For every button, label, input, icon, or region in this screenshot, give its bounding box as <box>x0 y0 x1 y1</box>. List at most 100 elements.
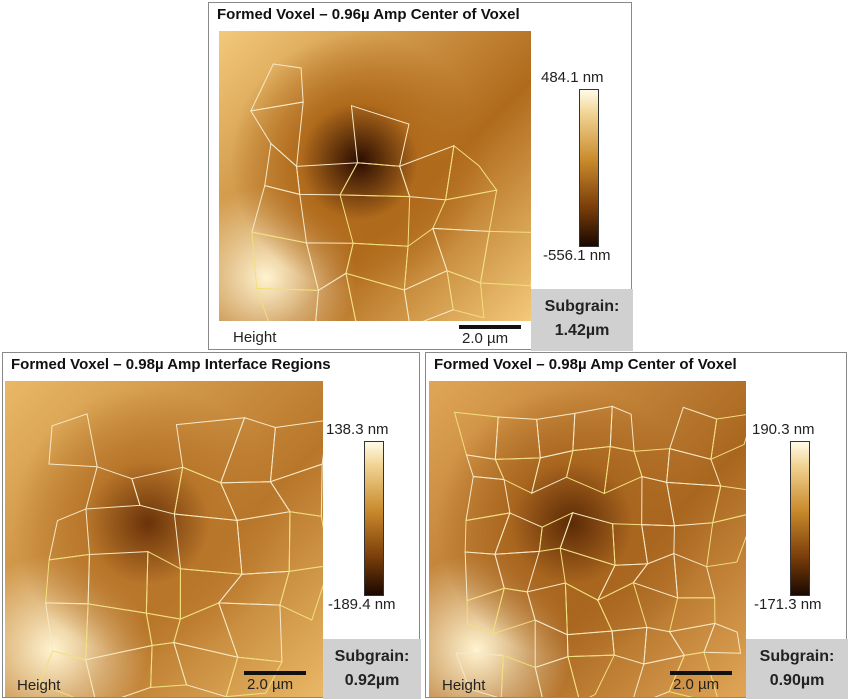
grain-outline <box>86 604 152 660</box>
grain-outline <box>465 513 510 554</box>
scale-bar-label: 2.0 µm <box>462 330 508 347</box>
grain-outline <box>567 447 611 494</box>
grain-outline <box>251 64 303 111</box>
scale-bar <box>459 325 521 329</box>
grain-outline <box>598 564 648 600</box>
grain-outline <box>527 583 567 635</box>
grain-outline <box>433 190 497 231</box>
colorbar <box>364 441 384 596</box>
grain-outline <box>465 552 504 601</box>
grain-outline <box>573 406 612 450</box>
grain-outline <box>257 288 319 321</box>
afm-image <box>429 381 746 697</box>
grain-outline <box>610 406 634 451</box>
subgrain-box: Subgrain:0.92µm <box>323 639 421 699</box>
grain-outline <box>598 583 647 631</box>
grain-outline <box>481 231 531 285</box>
colorbar <box>579 89 599 247</box>
grain-outline <box>49 414 97 467</box>
grain-outline <box>251 102 303 166</box>
grain-outline <box>270 464 322 516</box>
afm-image <box>5 381 323 697</box>
grain-outline <box>289 512 323 572</box>
scale-bar <box>244 671 306 675</box>
grain-outline <box>667 449 721 486</box>
subgrain-text: 1.42µm <box>531 319 633 343</box>
grain-outline <box>351 106 409 167</box>
colorbar-min: -171.3 nm <box>754 596 822 613</box>
grain-outline <box>346 243 408 290</box>
colorbar-max: 190.3 nm <box>752 421 815 438</box>
panel-title: Formed Voxel – 0.98µ Amp Interface Regio… <box>11 356 331 373</box>
grain-outline <box>674 554 715 598</box>
grain-outline <box>454 412 498 459</box>
grain-outline <box>315 273 356 321</box>
grain-outline <box>612 627 647 664</box>
grain-outline <box>221 482 290 521</box>
grain-outline <box>88 552 148 614</box>
grain-outline <box>670 623 715 655</box>
scale-bar <box>670 671 732 675</box>
grain-outline <box>495 458 540 493</box>
grain-outline <box>49 509 89 560</box>
grain-outline <box>46 554 90 603</box>
grain-outline <box>568 655 614 697</box>
channel-label: Height <box>233 329 276 346</box>
grain-boundaries <box>219 31 531 321</box>
grain-outline <box>565 583 612 635</box>
afm-panel: Formed Voxel – 0.98µ Amp Center of Voxel… <box>425 352 847 698</box>
grain-outline <box>221 418 276 483</box>
grain-outline <box>495 513 542 554</box>
grain-outline <box>252 186 307 243</box>
grain-outline <box>176 418 244 483</box>
grain-outline <box>560 513 615 566</box>
grain-outline <box>535 620 568 667</box>
grain-outline <box>219 603 282 662</box>
grain-boundaries <box>5 381 323 697</box>
grain-outline <box>151 642 187 687</box>
scale-bar-label: 2.0 µm <box>673 676 719 693</box>
grain-outline <box>495 417 540 459</box>
afm-panel: Formed Voxel – 0.96µ Amp Center of Voxel… <box>208 2 632 350</box>
grain-outline <box>604 447 642 494</box>
channel-label: Height <box>17 677 60 694</box>
grain-outline <box>146 613 180 645</box>
grain-outline <box>340 163 410 197</box>
panel-title: Formed Voxel – 0.98µ Amp Center of Voxel <box>434 356 737 373</box>
grain-outline <box>146 552 180 619</box>
grain-outline <box>670 598 715 632</box>
subgrain-text: Subgrain: <box>531 295 633 319</box>
colorbar-min: -556.1 nm <box>543 247 611 264</box>
grain-outline <box>532 451 573 494</box>
grain-outline <box>400 146 454 200</box>
grain-outline <box>539 513 572 552</box>
grain-boundaries <box>429 381 746 697</box>
grain-outline <box>237 512 290 575</box>
grain-outline <box>346 273 410 321</box>
subgrain-box: Subgrain:1.42µm <box>531 289 633 351</box>
grain-outline <box>642 525 675 564</box>
grain-outline <box>86 645 152 697</box>
grain-outline <box>46 603 88 660</box>
grain-outline <box>447 271 484 318</box>
grain-outline <box>174 514 242 574</box>
afm-panel: Formed Voxel – 0.98µ Amp Interface Regio… <box>2 352 420 698</box>
panel-title: Formed Voxel – 0.96µ Amp Center of Voxel <box>217 6 520 23</box>
scale-bar-label: 2.0 µm <box>247 676 293 693</box>
grain-outline <box>340 195 410 246</box>
grain-outline <box>704 623 741 653</box>
grain-outline <box>433 228 489 283</box>
grain-outline <box>713 486 746 523</box>
grain-outline <box>180 569 242 619</box>
subgrain-box: Subgrain:0.90µm <box>746 639 848 699</box>
grain-outline <box>174 467 237 520</box>
channel-label: Height <box>442 677 485 694</box>
grain-outline <box>711 413 746 459</box>
colorbar-min: -189.4 nm <box>328 596 396 613</box>
grain-outline <box>493 588 536 634</box>
colorbar-max: 484.1 nm <box>541 69 604 86</box>
grain-outline <box>667 482 721 525</box>
grain-outline <box>495 551 539 592</box>
subgrain-text: Subgrain: <box>746 645 848 669</box>
subgrain-text: 0.90µm <box>746 669 848 693</box>
